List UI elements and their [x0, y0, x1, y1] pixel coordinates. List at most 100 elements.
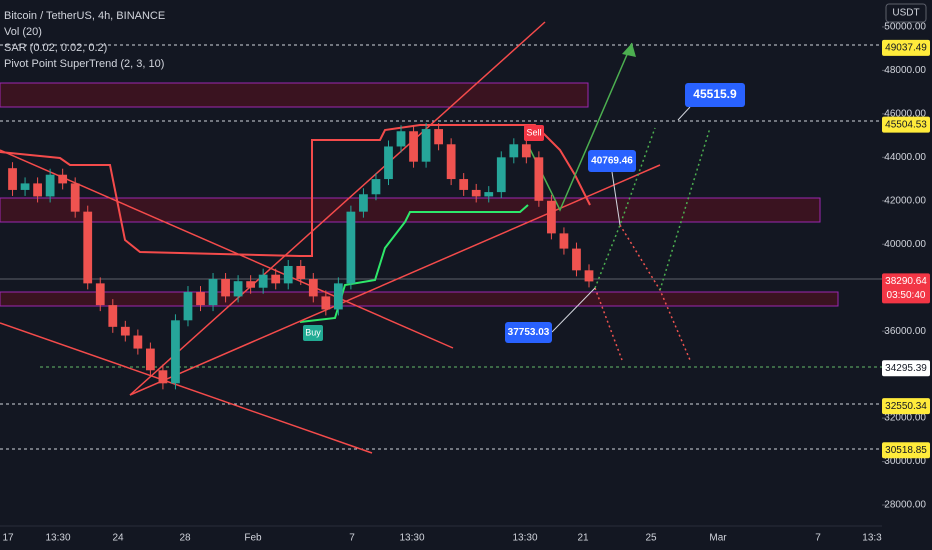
candle-body: [434, 129, 444, 145]
price-label: 49037.49: [885, 43, 927, 54]
candle-body: [108, 305, 118, 327]
y-tick-label: 46000.00: [884, 109, 926, 120]
candle-body: [421, 129, 431, 162]
candle-body: [471, 189, 481, 197]
candle-body: [8, 168, 17, 190]
candle-body: [296, 265, 306, 280]
candle-body: [446, 144, 456, 180]
candle-body: [171, 320, 180, 384]
candle-body: [547, 200, 556, 234]
candle-body: [283, 265, 293, 284]
legend-indicator: SAR (0.02, 0.02, 0.2): [4, 42, 107, 54]
candle-body: [559, 233, 569, 249]
price-label: 34295.39: [885, 363, 927, 374]
x-tick-label: Mar: [709, 533, 727, 544]
candle-body: [133, 335, 143, 349]
legend-title: Bitcoin / TetherUS, 4h, BINANCE: [4, 10, 165, 22]
x-tick-label: 25: [645, 533, 657, 544]
signal-box: [524, 125, 544, 141]
price-label: 38290.64: [885, 276, 927, 287]
candle-body: [371, 179, 381, 195]
y-tick-label: 36000.00: [884, 326, 926, 337]
y-tick-label: 48000.00: [884, 65, 926, 76]
candle-body: [521, 144, 531, 158]
candle-body: [158, 370, 168, 384]
signal-box: [303, 325, 323, 341]
x-tick-label: 7: [815, 533, 821, 544]
zone: [0, 197, 821, 223]
x-tick-label: 17: [2, 533, 14, 544]
y-tick-label: 30000.00: [884, 456, 926, 467]
countdown: 03:50:40: [887, 290, 926, 301]
candle-body: [120, 326, 130, 336]
annotation-box: [505, 322, 552, 343]
candle-body: [459, 179, 469, 190]
legend-indicator: Pivot Point SuperTrend (2, 3, 10): [4, 58, 164, 70]
candle-body: [246, 281, 256, 288]
annotation-box: [588, 150, 636, 172]
currency-box[interactable]: [885, 3, 927, 23]
candle-body: [409, 131, 418, 162]
annotation: 37753.03: [508, 327, 550, 338]
candle-body: [484, 192, 494, 197]
trendline: [129, 164, 661, 396]
price-label: 32550.34: [885, 401, 927, 412]
candle-body: [208, 279, 218, 306]
signal-label: Buy: [305, 327, 321, 337]
candle-body: [58, 174, 68, 184]
trendline: [129, 21, 546, 396]
candle-body: [20, 183, 30, 190]
x-tick-label: Feb: [244, 533, 262, 544]
y-tick-label: 28000.00: [884, 500, 926, 511]
y-tick-label: 44000.00: [884, 152, 926, 163]
candle-body: [308, 279, 318, 297]
candle-body: [258, 274, 268, 288]
callout-line: [677, 106, 691, 121]
y-tick-label: 40000.00: [884, 239, 926, 250]
currency: USDT: [892, 8, 919, 19]
price-label-box: [882, 273, 930, 304]
candle-body: [396, 131, 406, 147]
candle-body: [321, 296, 331, 310]
y-tick-label: 32000.00: [884, 413, 926, 424]
signal-label: Sell: [526, 127, 541, 137]
y-tick-label: 42000.00: [884, 195, 926, 206]
candle-body: [584, 270, 594, 282]
price-label-box: [882, 39, 930, 56]
x-tick-label: 24: [112, 533, 124, 544]
candle-body: [145, 348, 155, 371]
price-label: 30518.85: [885, 445, 927, 456]
price-label-box: [882, 116, 930, 133]
x-tick-label: 7: [349, 533, 355, 544]
candle-body: [509, 144, 519, 158]
candle-body: [83, 211, 93, 284]
candle-body: [221, 279, 230, 297]
trendline: [0, 322, 373, 454]
zone: [0, 291, 839, 307]
candle-body: [359, 194, 368, 212]
annotation: 40769.46: [591, 156, 633, 167]
y-tick-label: 50000.00: [884, 22, 926, 33]
callout-line: [611, 171, 621, 226]
x-tick-label: 21: [577, 533, 589, 544]
candle-body: [233, 281, 243, 297]
candle-body: [183, 292, 193, 321]
candle-body: [333, 283, 343, 310]
projection-dotted: [594, 127, 656, 289]
candle-body: [496, 157, 506, 193]
candle-body: [572, 248, 581, 271]
x-tick-label: 13:3: [862, 533, 882, 544]
candle-body: [346, 211, 356, 284]
price-label-box: [882, 442, 930, 459]
candle-body: [384, 146, 393, 180]
price-label-box: [882, 398, 930, 415]
x-tick-label: 13:30: [399, 533, 424, 544]
candle-body: [534, 157, 544, 201]
projection-dotted: [659, 127, 711, 291]
x-tick-label: 13:30: [45, 533, 70, 544]
annotation-box: [685, 83, 745, 107]
candle-body: [45, 174, 55, 197]
candle-body: [70, 183, 80, 212]
price-label-box: [882, 360, 930, 377]
